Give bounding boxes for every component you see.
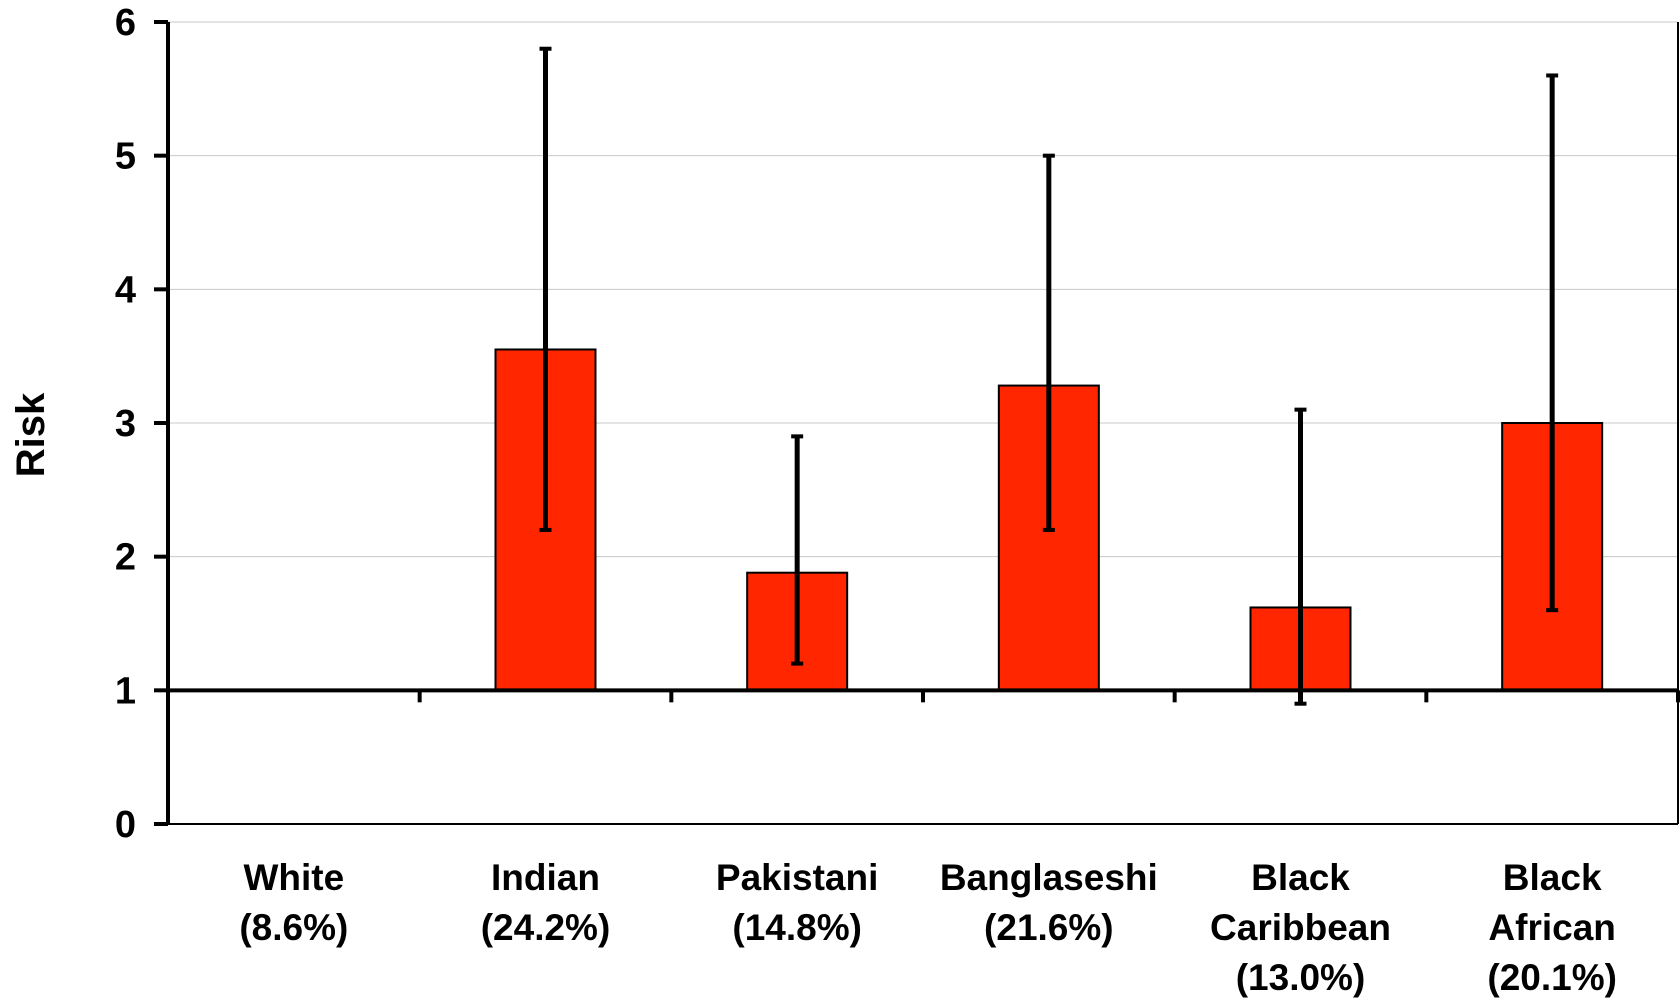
x-category-label-3-1: (21.6%): [984, 907, 1114, 948]
x-category-label-5-0: Black: [1503, 857, 1602, 898]
x-category-label-4-2: (13.0%): [1236, 957, 1366, 998]
x-category-label-1-1: (24.2%): [481, 907, 611, 948]
x-category-label-5-1: African: [1488, 907, 1615, 948]
x-category-label-4-0: Black: [1251, 857, 1350, 898]
y-tick-label-0: 0: [115, 804, 136, 846]
y-axis-title: Risk: [9, 392, 53, 477]
x-category-label-2-0: Pakistani: [716, 857, 878, 898]
y-tick-label-6: 6: [115, 2, 136, 44]
y-tick-label-4: 4: [115, 269, 136, 311]
y-tick-label-1: 1: [115, 670, 136, 712]
x-category-label-2-1: (14.8%): [732, 907, 862, 948]
y-tick-label-2: 2: [115, 537, 136, 579]
y-tick-label-5: 5: [115, 136, 136, 178]
x-category-label-0-1: (8.6%): [239, 907, 348, 948]
x-category-label-0-0: White: [243, 857, 344, 898]
x-category-label-4-1: Caribbean: [1210, 907, 1391, 948]
x-category-label-5-2: (20.1%): [1487, 957, 1617, 998]
x-category-label-1-0: Indian: [491, 857, 600, 898]
y-tick-label-3: 3: [115, 403, 136, 445]
x-category-label-3-0: Banglaseshi: [940, 857, 1158, 898]
